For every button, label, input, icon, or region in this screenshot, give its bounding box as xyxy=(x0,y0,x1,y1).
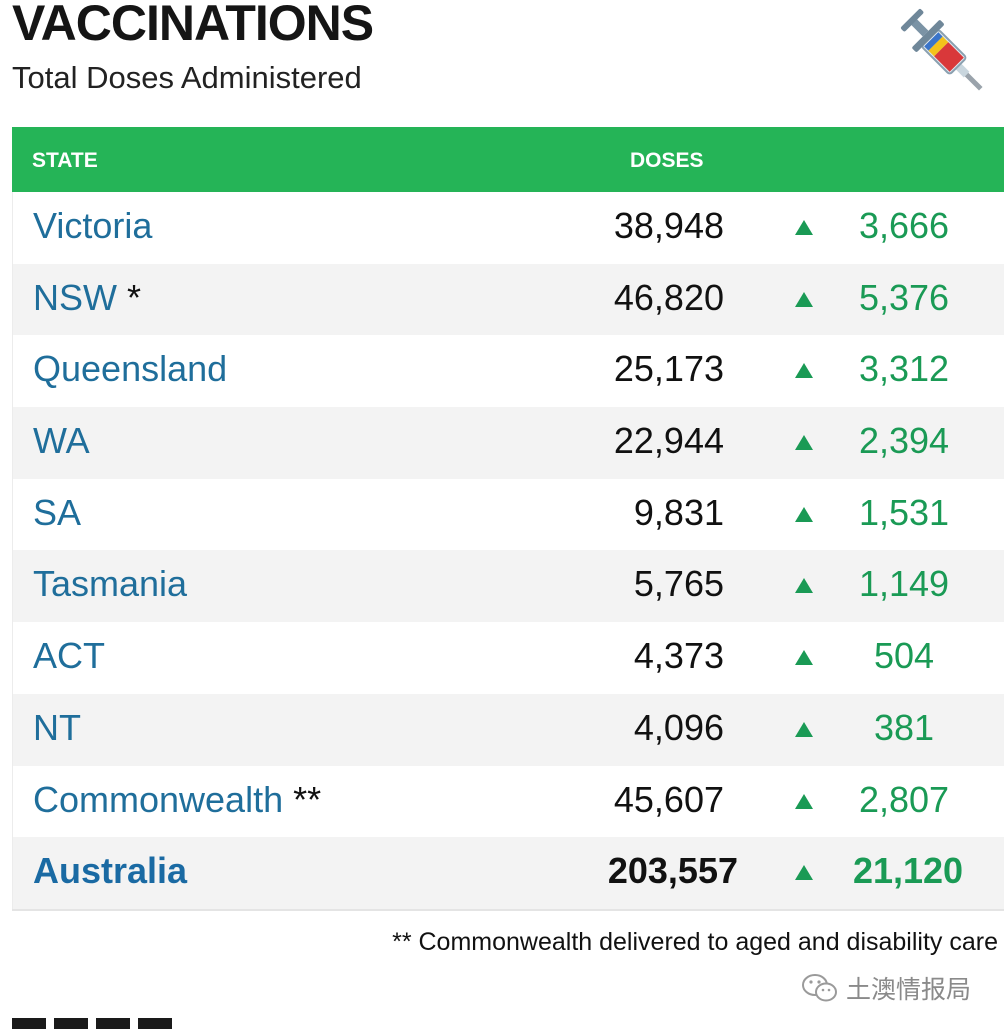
daily-increase-value: 2,807 xyxy=(858,778,950,820)
table-row: NT 4,096 381 xyxy=(12,693,1004,766)
daily-increase-value: 2,394 xyxy=(858,420,950,462)
up-arrow-icon xyxy=(795,220,813,235)
daily-increase-value: 5,376 xyxy=(858,276,950,318)
up-arrow-icon xyxy=(795,363,813,379)
up-arrow-icon xyxy=(795,506,813,522)
up-arrow-icon xyxy=(795,793,813,809)
vaccination-table: STATE DOSES Victoria 38,948 3,666 NSW * … xyxy=(12,127,1004,911)
up-arrow-icon xyxy=(795,578,813,594)
up-arrow-icon xyxy=(795,650,813,666)
up-arrow-icon xyxy=(795,865,813,881)
daily-increase-value: 3,312 xyxy=(858,348,950,390)
state-name: NSW * xyxy=(33,276,142,318)
total-doses-value: 203,557 xyxy=(607,850,738,892)
doses-value: 45,607 xyxy=(613,778,724,820)
state-name: SA xyxy=(33,491,82,533)
state-name: Queensland xyxy=(33,348,228,390)
table-row: Tasmania 5,765 1,149 xyxy=(12,550,1004,623)
up-arrow-icon xyxy=(795,291,813,307)
watermark-text: 土澳情报局 xyxy=(846,976,972,1004)
doses-value: 38,948 xyxy=(613,205,724,246)
watermark: 土澳情报局 xyxy=(800,968,1000,1008)
daily-increase-value: 3,666 xyxy=(858,205,950,246)
footnote-mark: ** xyxy=(293,778,322,820)
table-row: Commonwealth ** 45,607 2,807 xyxy=(12,765,1004,838)
table-row: ACT 4,373 504 xyxy=(12,622,1004,694)
page-title: VACCINATIONS xyxy=(12,0,374,51)
next-section-heading-cutoff xyxy=(12,1018,172,1029)
doses-value: 4,096 xyxy=(633,706,724,748)
doses-value: 4,373 xyxy=(633,635,724,677)
daily-increase-value: 1,531 xyxy=(858,491,950,533)
table-row: Queensland 25,173 3,312 xyxy=(12,335,1004,408)
state-name: Victoria xyxy=(33,205,153,246)
state-name: Tasmania xyxy=(33,563,188,605)
doses-value: 25,173 xyxy=(613,348,724,390)
state-name: ACT xyxy=(33,635,105,677)
total-daily-increase-value: 21,120 xyxy=(852,850,964,892)
table-row: SA 9,831 1,531 xyxy=(12,478,1004,551)
footnote-mark: * xyxy=(127,276,142,318)
state-name: WA xyxy=(33,420,90,462)
table-row-total: Australia 203,557 21,120 xyxy=(12,837,1004,909)
table-row: Victoria 38,948 3,666 xyxy=(12,192,1004,264)
page-subtitle: Total Doses Administered xyxy=(12,60,362,95)
state-name: NT xyxy=(33,706,81,748)
syringe-icon xyxy=(900,8,983,91)
column-header-state: STATE xyxy=(32,149,98,172)
doses-value: 22,944 xyxy=(613,420,724,462)
table-header: STATE DOSES xyxy=(12,127,1004,192)
table-row: NSW * 46,820 5,376 xyxy=(12,263,1004,336)
total-label: Australia xyxy=(33,850,188,892)
daily-increase-value: 504 xyxy=(873,635,935,677)
daily-increase-value: 1,149 xyxy=(858,563,950,605)
up-arrow-icon xyxy=(795,435,813,451)
doses-value: 46,820 xyxy=(613,276,724,318)
state-name: Commonwealth ** xyxy=(33,778,322,820)
column-header-doses: DOSES xyxy=(630,149,704,172)
footnote: ** Commonwealth delivered to aged and di… xyxy=(392,928,998,956)
wechat-icon xyxy=(802,974,837,1002)
doses-value: 9,831 xyxy=(633,491,724,533)
table-row: WA 22,944 2,394 xyxy=(12,407,1004,479)
daily-increase-value: 381 xyxy=(873,706,935,748)
doses-value: 5,765 xyxy=(633,563,724,605)
up-arrow-icon xyxy=(795,721,813,737)
